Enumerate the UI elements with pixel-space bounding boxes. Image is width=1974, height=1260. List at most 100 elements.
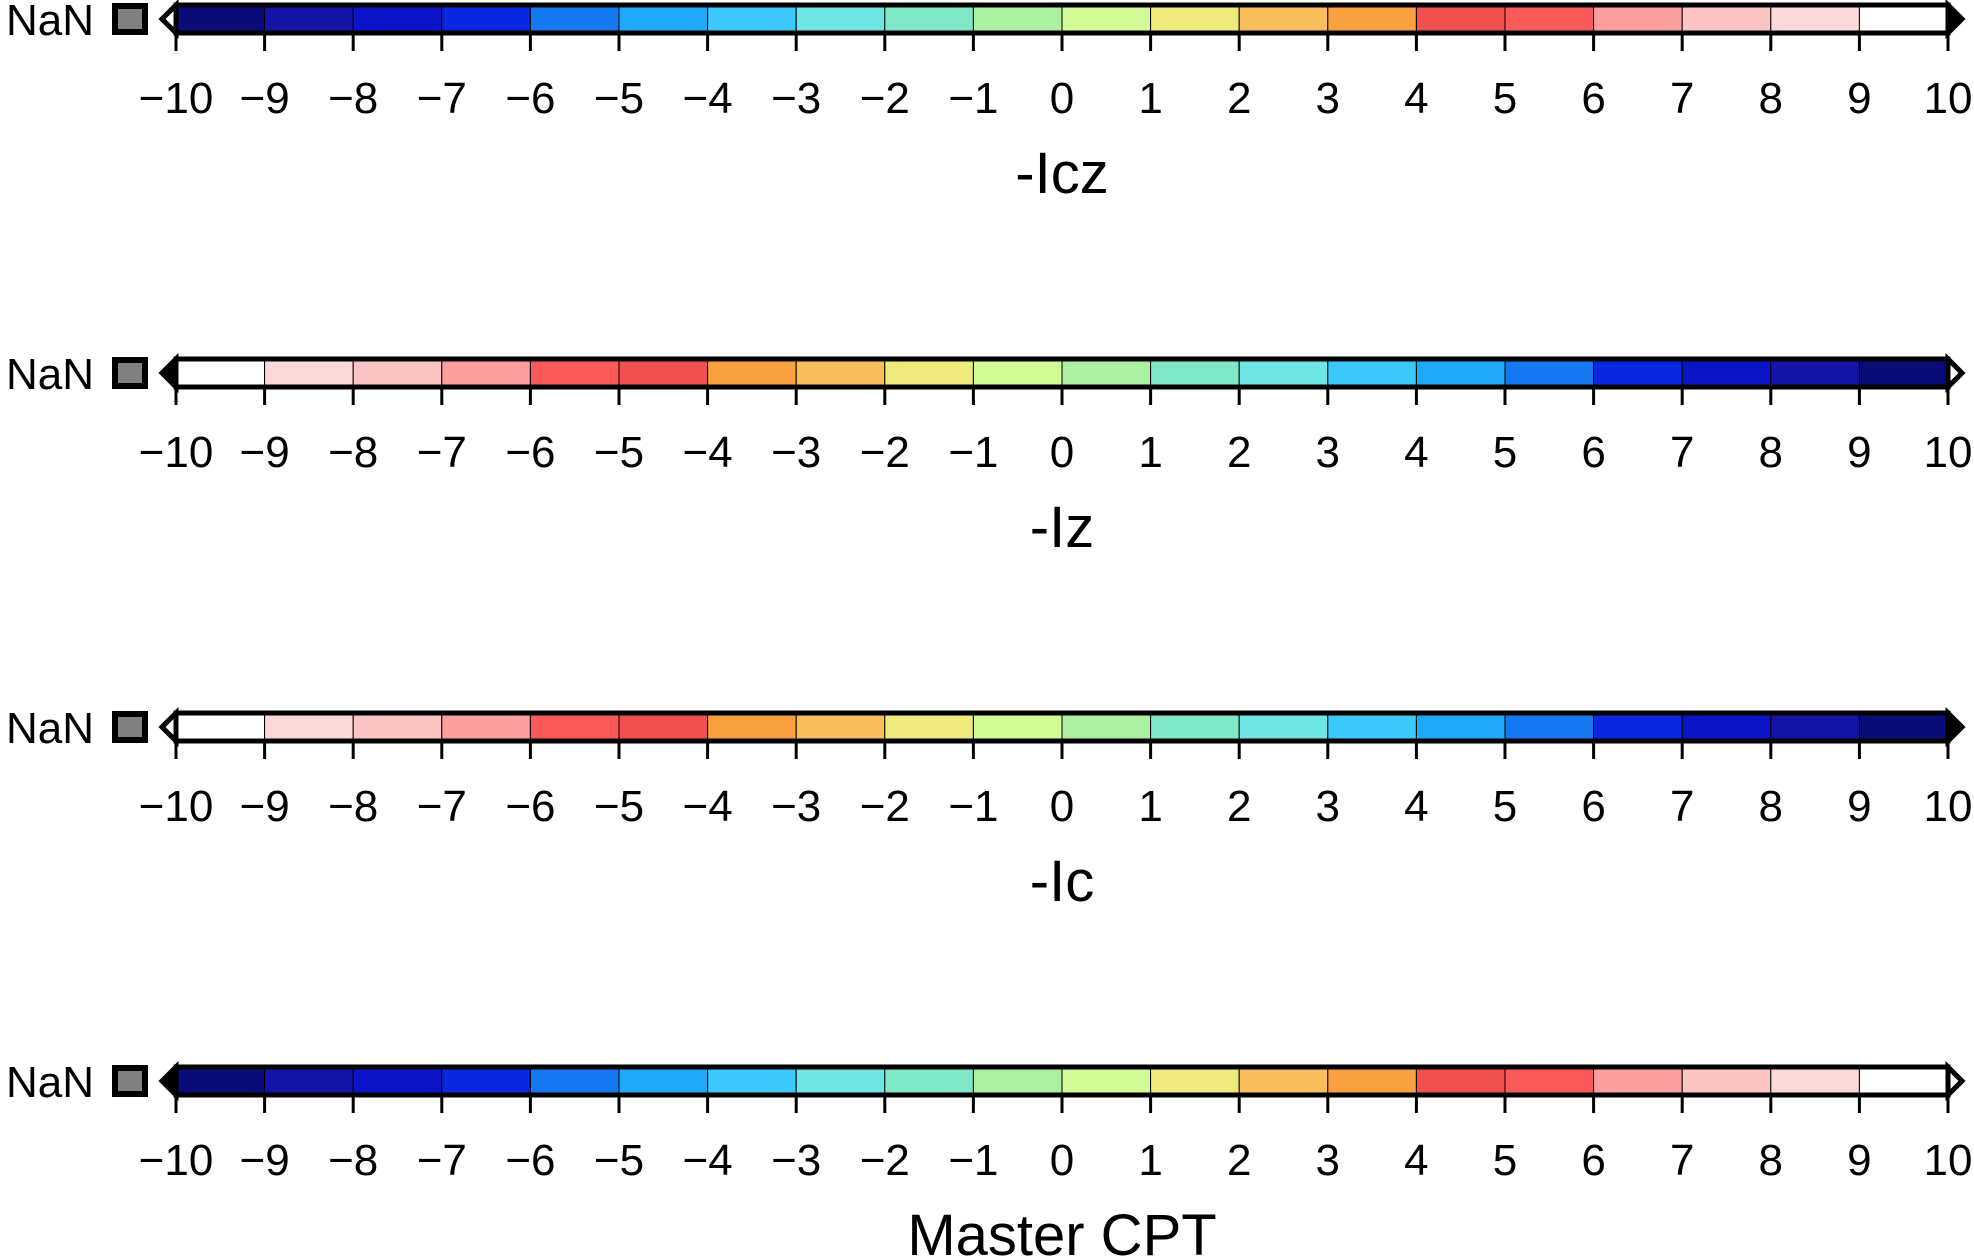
color-segment — [1061, 712, 1152, 742]
color-segment — [707, 358, 797, 388]
bar-title: -Ic — [1030, 849, 1094, 914]
color-segment — [707, 4, 797, 34]
color-segment — [1061, 358, 1152, 388]
color-segment — [795, 358, 886, 388]
color-segment — [1415, 4, 1506, 34]
tick-label: −3 — [771, 782, 821, 831]
color-segment — [264, 1066, 354, 1096]
color-segment — [1238, 4, 1329, 34]
color-segment — [1504, 4, 1595, 34]
color-segment — [1858, 4, 1949, 34]
color-segment — [1770, 358, 1860, 388]
color-segment — [1150, 712, 1240, 742]
color-segment — [618, 4, 709, 34]
color-segment — [972, 1066, 1063, 1096]
tick-label: −2 — [860, 428, 910, 477]
tick-label: 4 — [1404, 1136, 1428, 1185]
tick-label: 10 — [1924, 428, 1973, 477]
tick-label: 0 — [1050, 1136, 1074, 1185]
tick-label: 10 — [1924, 1136, 1973, 1185]
color-segment — [884, 1066, 974, 1096]
tick-label: −2 — [860, 1136, 910, 1185]
tick-label: 1 — [1138, 428, 1162, 477]
color-segment — [1681, 712, 1772, 742]
color-segment — [441, 712, 531, 742]
color-segment — [1504, 1066, 1595, 1096]
tick-label: 8 — [1759, 74, 1783, 123]
tick-label: 7 — [1670, 1136, 1694, 1185]
color-segment — [264, 712, 354, 742]
color-segment — [264, 358, 354, 388]
color-segment — [1238, 358, 1329, 388]
nan-label: NaN — [6, 350, 94, 399]
tick-label: 5 — [1493, 782, 1517, 831]
color-segment — [175, 358, 266, 388]
tick-label: 9 — [1847, 782, 1871, 831]
color-segment — [618, 358, 709, 388]
color-segment — [884, 358, 974, 388]
color-segment — [884, 712, 974, 742]
tick-label: −6 — [505, 782, 555, 831]
color-segment — [795, 1066, 886, 1096]
tick-label: −7 — [417, 782, 467, 831]
color-segment — [1858, 712, 1949, 742]
color-segment — [441, 358, 531, 388]
color-segment — [1504, 712, 1595, 742]
color-segment — [1327, 4, 1417, 34]
tick-label: −1 — [948, 428, 998, 477]
bar-title: Master CPT — [907, 1203, 1216, 1260]
nan-swatch — [112, 711, 148, 743]
color-segment — [352, 4, 443, 34]
color-segment — [1415, 712, 1506, 742]
nan-label: NaN — [6, 1058, 94, 1107]
color-segment — [441, 4, 531, 34]
color-segment — [1681, 1066, 1772, 1096]
tick-label: −3 — [771, 428, 821, 477]
tick-label: −4 — [683, 782, 733, 831]
color-segment — [1150, 4, 1240, 34]
tick-label: 8 — [1759, 428, 1783, 477]
tick-label: −10 — [139, 1136, 214, 1185]
tick-label: 8 — [1759, 1136, 1783, 1185]
tick-label: −4 — [683, 1136, 733, 1185]
color-segment — [1238, 1066, 1329, 1096]
tick-label: −10 — [139, 428, 214, 477]
tick-label: −1 — [948, 782, 998, 831]
tick-label: 2 — [1227, 428, 1251, 477]
color-segment — [707, 712, 797, 742]
tick-label: 3 — [1316, 74, 1340, 123]
bar-title: -Iz — [1030, 495, 1094, 560]
color-segment — [529, 4, 620, 34]
color-segment — [529, 1066, 620, 1096]
tick-label: 1 — [1138, 1136, 1162, 1185]
tick-label: −2 — [860, 74, 910, 123]
color-segment — [175, 1066, 266, 1096]
tick-label: −9 — [240, 1136, 290, 1185]
tick-label: 6 — [1581, 428, 1605, 477]
color-segment — [529, 358, 620, 388]
tick-label: −5 — [594, 782, 644, 831]
color-segment — [441, 1066, 531, 1096]
color-segment — [1770, 712, 1860, 742]
tick-label: −4 — [683, 74, 733, 123]
color-segment — [1150, 1066, 1240, 1096]
color-segment — [175, 712, 266, 742]
color-segment — [1593, 712, 1683, 742]
tick-label: −7 — [417, 74, 467, 123]
tick-label: 4 — [1404, 428, 1428, 477]
color-segment — [1858, 1066, 1949, 1096]
color-segment — [972, 358, 1063, 388]
tick-label: 0 — [1050, 782, 1074, 831]
nan-swatch — [112, 357, 148, 389]
tick-label: 1 — [1138, 782, 1162, 831]
color-segment — [1415, 1066, 1506, 1096]
tick-label: 1 — [1138, 74, 1162, 123]
color-segment — [618, 1066, 709, 1096]
tick-label: 4 — [1404, 782, 1428, 831]
tick-label: 6 — [1581, 74, 1605, 123]
tick-label: −8 — [328, 74, 378, 123]
tick-label: −6 — [505, 428, 555, 477]
tick-label: −1 — [948, 1136, 998, 1185]
color-segment — [1593, 4, 1683, 34]
color-segment — [795, 4, 886, 34]
